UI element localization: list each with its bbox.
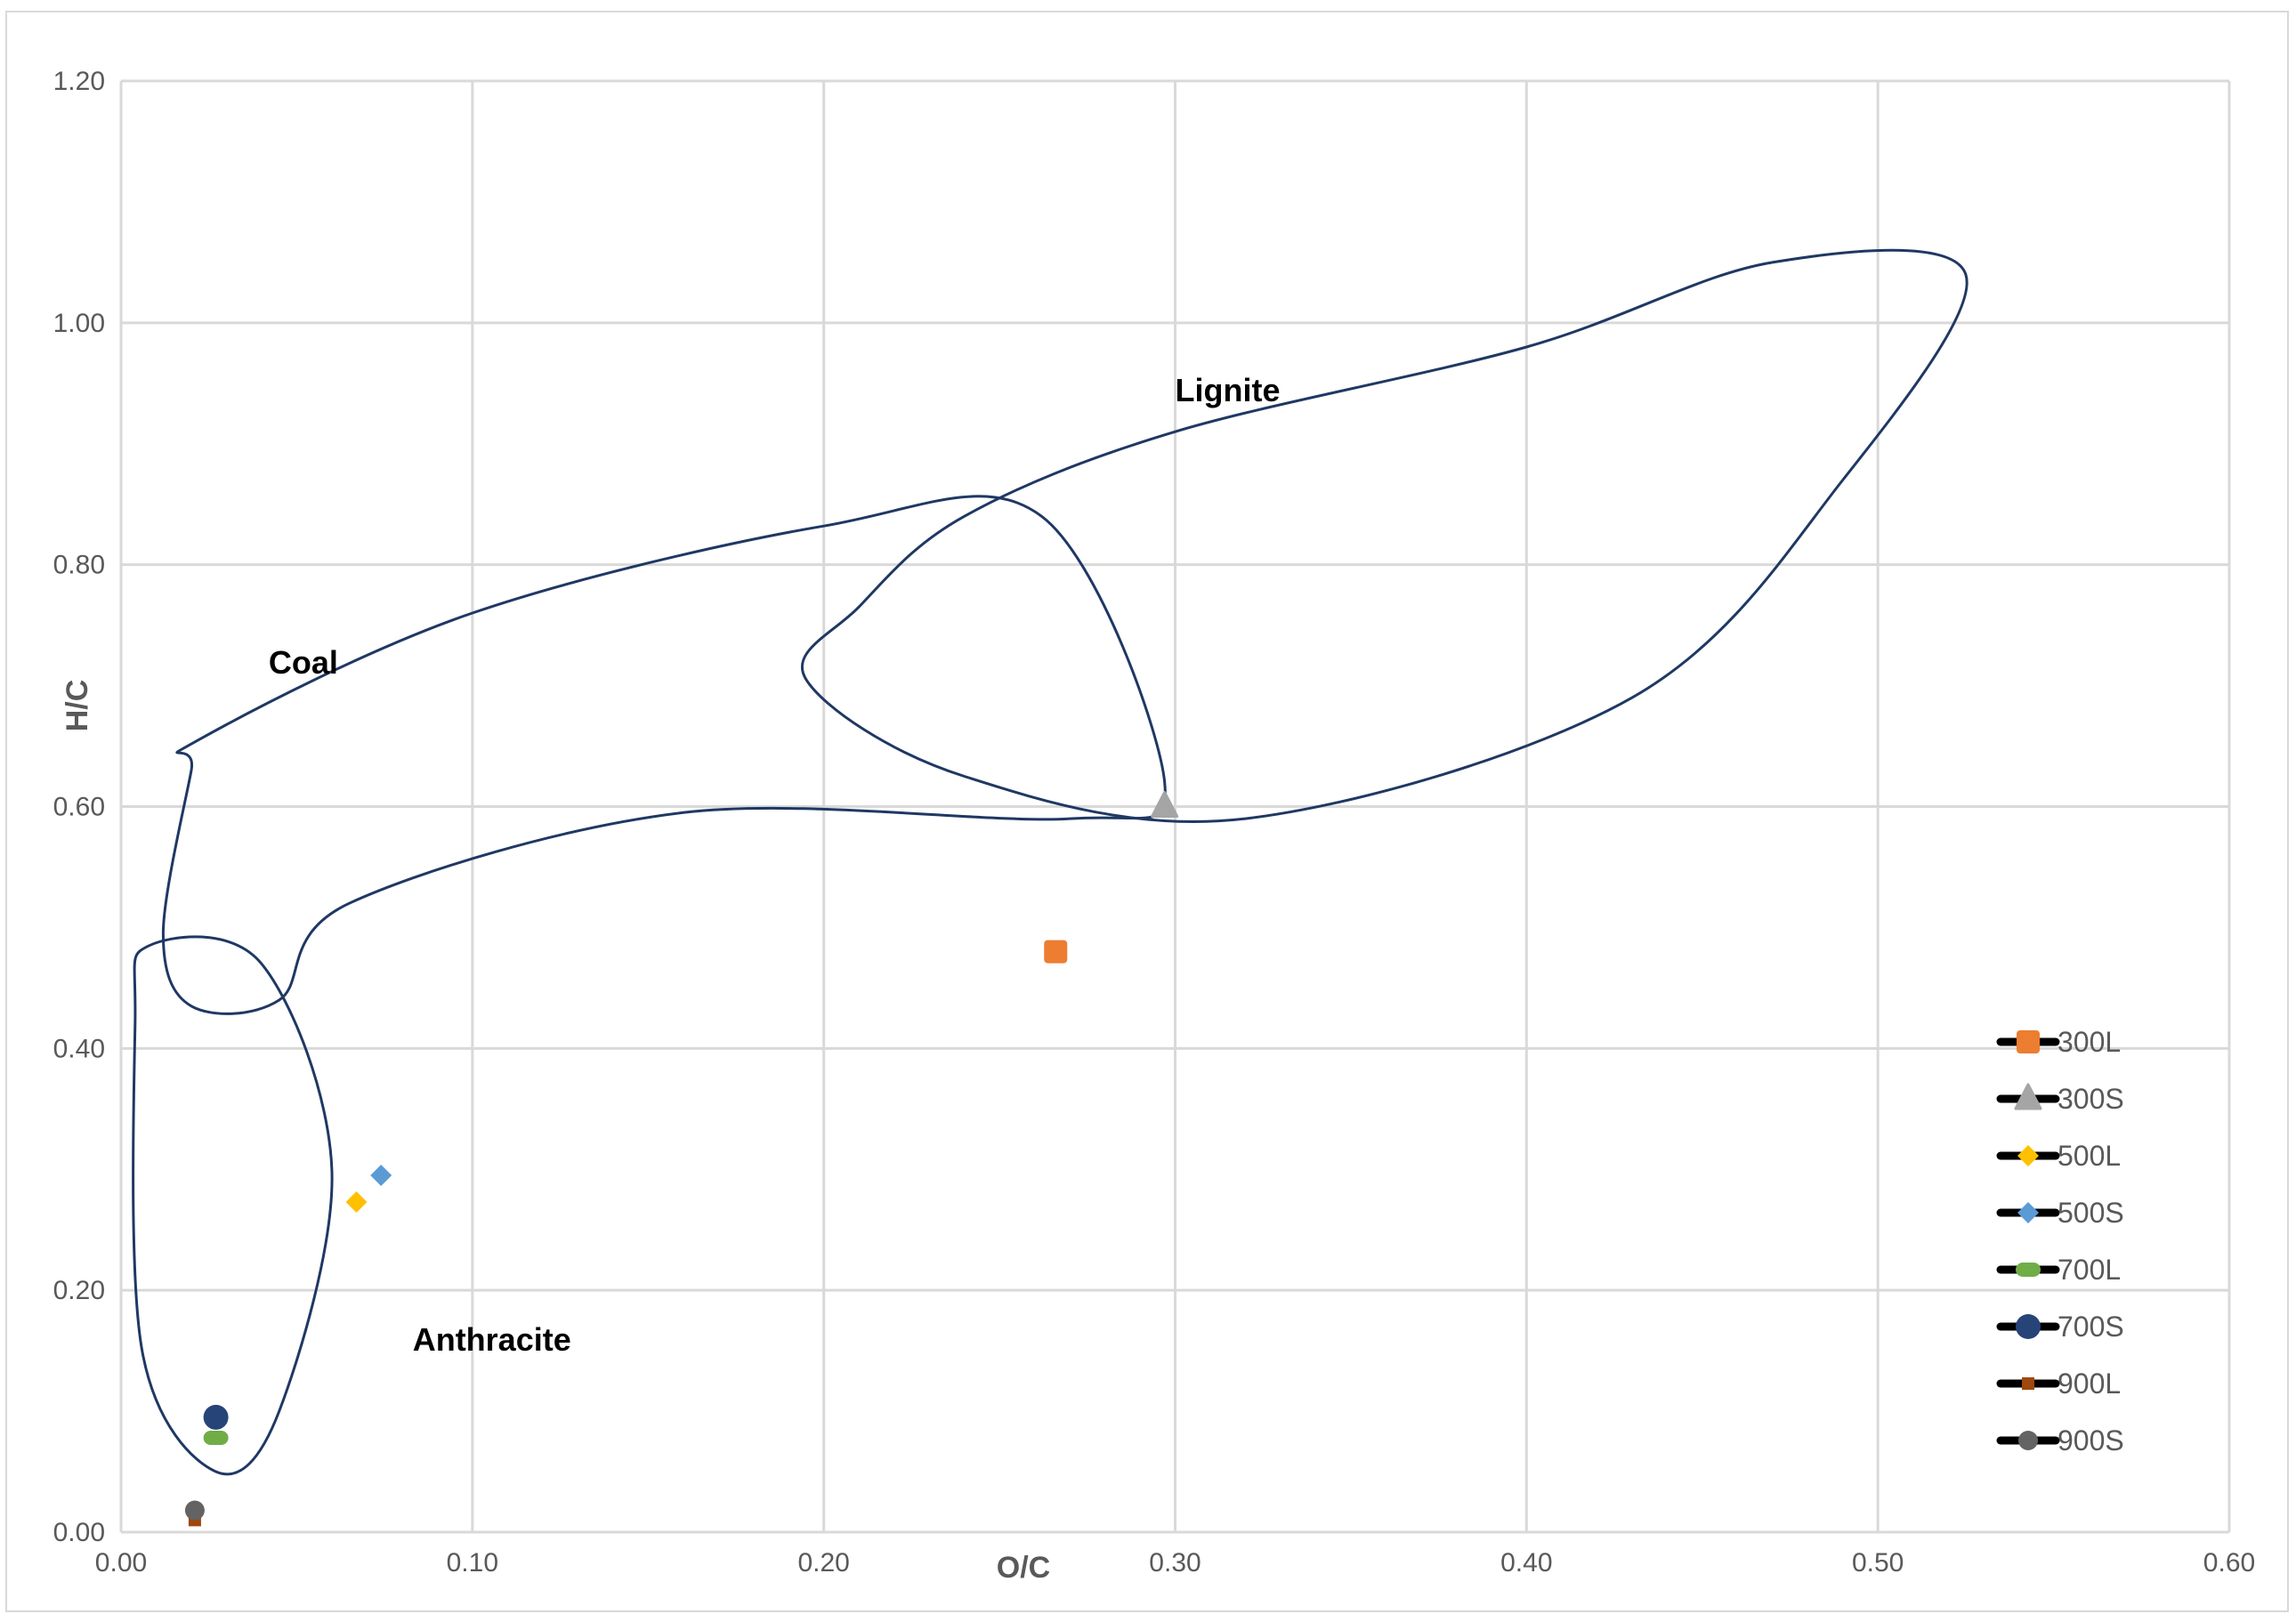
x-tick-label: 0.40 [1500,1548,1552,1578]
legend-item-700S: 700S [1996,1311,2124,1343]
region-label-anthracite: Anthracite [413,1321,571,1358]
legend-label: 300L [2058,1026,2121,1058]
point-500L [345,1190,368,1213]
x-tick-label: 0.30 [1149,1548,1201,1578]
tick-labels: 0.00 0.20 0.40 0.60 0.80 1.00 1.20 0.00 0.10 0.20… [53,67,2256,1578]
x-tick-label: 0.50 [1852,1548,1904,1578]
regions: Lignite Coal Anthracite [132,248,1969,1476]
legend-label: 300S [2058,1083,2124,1115]
region-label-coal: Coal [269,644,338,681]
x-axis-title: O/C [997,1551,1050,1585]
x-tick-label: 0.10 [447,1548,498,1578]
legend-item-700L: 700L [1996,1254,2121,1286]
y-tick-label: 0.40 [53,1034,105,1063]
y-tick-label: 1.20 [53,67,105,96]
y-tick-label: 0.20 [53,1276,105,1305]
legend-item-900S: 900S [1996,1424,2124,1457]
y-tick-label: 1.00 [53,309,105,338]
legend-label: 500S [2058,1197,2124,1229]
legend-item-300S: 300S [1996,1083,2124,1115]
region-lignite [800,248,1969,823]
point-700L [203,1430,229,1445]
legend-item-900L: 900L [1996,1368,2121,1400]
legend-label: 900L [2058,1368,2121,1400]
chart-frame [5,11,2289,1612]
point-700S [203,1404,229,1430]
y-tick-label: 0.60 [53,793,105,822]
region-coal [161,495,1167,1015]
x-tick-label: 0.20 [797,1548,849,1578]
point-500S [370,1165,392,1187]
legend-item-500S: 500S [1996,1197,2124,1229]
y-tick-label: 0.80 [53,551,105,580]
x-tick-label: 0.00 [95,1548,147,1578]
point-900S [184,1500,205,1521]
legend-label: 500L [2058,1140,2121,1172]
legend-item-500L: 500L [1996,1140,2121,1172]
region-anthracite [132,935,334,1476]
point-300L [1044,940,1068,964]
region-label-lignite: Lignite [1176,372,1281,408]
legend-label: 900S [2058,1424,2124,1457]
x-tick-label: 0.60 [2203,1548,2255,1578]
data-points [184,791,1179,1527]
legend-label: 700S [2058,1311,2124,1343]
legend-label: 700L [2058,1254,2121,1286]
grid [119,79,2231,1534]
y-axis-title: H/C [61,680,94,732]
legend-item-300L: 300L [1996,1026,2121,1058]
legend: 300L 300S 500L 500S 700L 700S 900L 900S [1996,1026,2124,1457]
point-300S [1151,791,1179,818]
y-tick-label: 0.00 [53,1518,105,1547]
